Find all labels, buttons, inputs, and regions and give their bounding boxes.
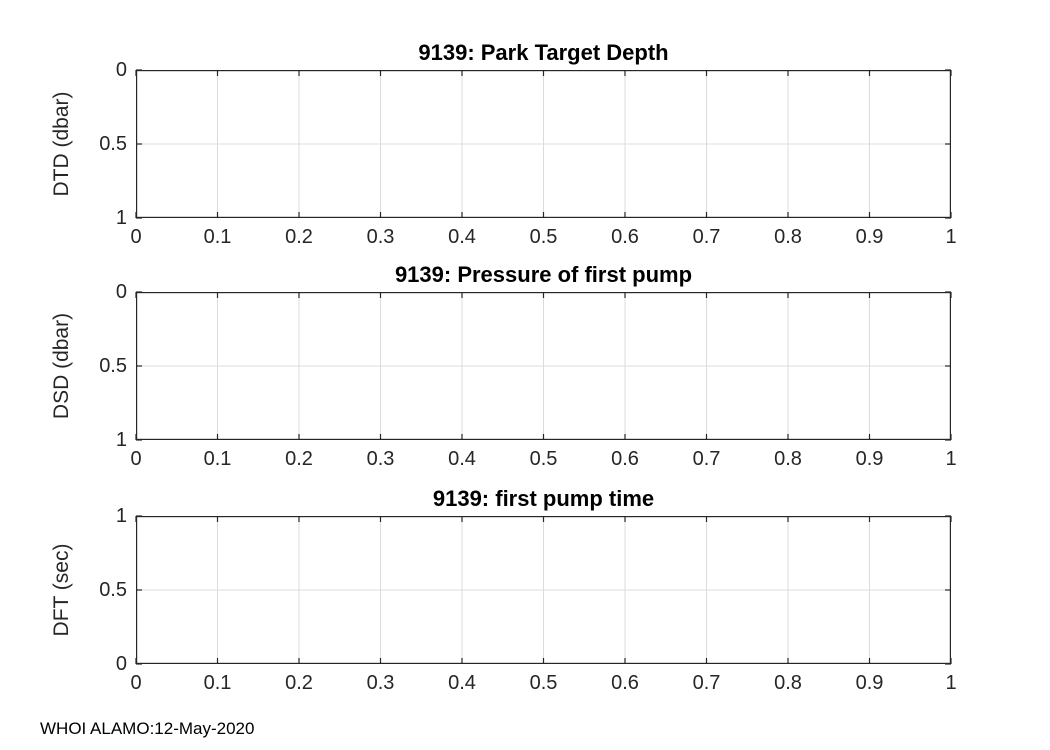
tick-marks bbox=[135, 69, 952, 219]
x-tick-label: 1 bbox=[945, 672, 957, 694]
x-tick-label: 0.4 bbox=[448, 448, 476, 470]
x-tick-label: 0.5 bbox=[529, 672, 558, 694]
x-tick-label: 0.1 bbox=[203, 226, 232, 248]
axes-canvas bbox=[135, 291, 952, 441]
y-tick-label: 1 bbox=[115, 505, 127, 527]
x-tick-label: 0.3 bbox=[366, 672, 395, 694]
y-axis-label: DSD (dbar) bbox=[50, 312, 73, 420]
x-tick-label: 0.6 bbox=[611, 448, 639, 470]
x-tick-label: 0.4 bbox=[448, 226, 476, 248]
x-tick-label: 0.1 bbox=[203, 448, 232, 470]
x-tick-label: 0.3 bbox=[366, 448, 395, 470]
x-tick-label: 0.7 bbox=[692, 448, 721, 470]
x-tick-label: 0.6 bbox=[611, 226, 639, 248]
axes-canvas bbox=[135, 69, 952, 219]
x-tick-label: 0.2 bbox=[285, 448, 313, 470]
x-tick-label: 0.5 bbox=[529, 226, 558, 248]
x-tick-label: 0 bbox=[130, 448, 142, 470]
x-tick-label: 0.7 bbox=[692, 672, 721, 694]
subplot-title: 9139: Pressure of first pump bbox=[394, 262, 693, 287]
x-tick-label: 0.2 bbox=[285, 226, 313, 248]
plot-area bbox=[135, 69, 952, 219]
plot-border bbox=[136, 70, 951, 219]
x-tick-label: 0.9 bbox=[855, 448, 884, 470]
y-tick-label: 0.5 bbox=[99, 355, 127, 377]
x-tick-label: 0.9 bbox=[855, 226, 884, 248]
plot-area bbox=[135, 291, 952, 441]
tick-marks bbox=[135, 515, 952, 665]
x-tick-label: 0.9 bbox=[855, 672, 884, 694]
y-axis-label: DTD (dbar) bbox=[50, 91, 73, 197]
subplot-title: 9139: first pump time bbox=[432, 486, 655, 511]
y-axis-label: DFT (sec) bbox=[50, 543, 73, 637]
y-tick-label: 0 bbox=[115, 59, 127, 81]
y-tick-label: 0 bbox=[115, 281, 127, 303]
y-tick-label: 1 bbox=[115, 207, 127, 229]
x-tick-label: 0.1 bbox=[203, 672, 232, 694]
x-tick-label: 0 bbox=[130, 672, 142, 694]
plot-border bbox=[136, 516, 951, 665]
y-tick-label: 0.5 bbox=[99, 133, 127, 155]
x-tick-label: 0.8 bbox=[774, 226, 802, 248]
x-tick-label: 0.4 bbox=[448, 672, 476, 694]
x-tick-label: 0.6 bbox=[611, 672, 639, 694]
grid-lines bbox=[136, 70, 951, 218]
grid-lines bbox=[136, 292, 951, 440]
x-tick-label: 0.7 bbox=[692, 226, 721, 248]
tick-marks bbox=[135, 291, 952, 441]
x-tick-label: 1 bbox=[945, 448, 957, 470]
y-tick-label: 0.5 bbox=[99, 579, 127, 601]
x-tick-label: 1 bbox=[945, 226, 957, 248]
grid-lines bbox=[136, 516, 951, 664]
x-tick-label: 0.2 bbox=[285, 672, 313, 694]
figure-footer: WHOI ALAMO:12-May-2020 bbox=[40, 719, 255, 738]
x-tick-label: 0.8 bbox=[774, 448, 802, 470]
x-tick-label: 0.3 bbox=[366, 226, 395, 248]
subplot-title: 9139: Park Target Depth bbox=[418, 40, 669, 65]
plot-border bbox=[136, 292, 951, 441]
y-tick-label: 0 bbox=[115, 653, 127, 675]
x-tick-label: 0 bbox=[130, 226, 142, 248]
y-tick-label: 1 bbox=[115, 429, 127, 451]
axes-canvas bbox=[135, 515, 952, 665]
x-tick-label: 0.8 bbox=[774, 672, 802, 694]
plot-area bbox=[135, 515, 952, 665]
x-tick-label: 0.5 bbox=[529, 448, 558, 470]
